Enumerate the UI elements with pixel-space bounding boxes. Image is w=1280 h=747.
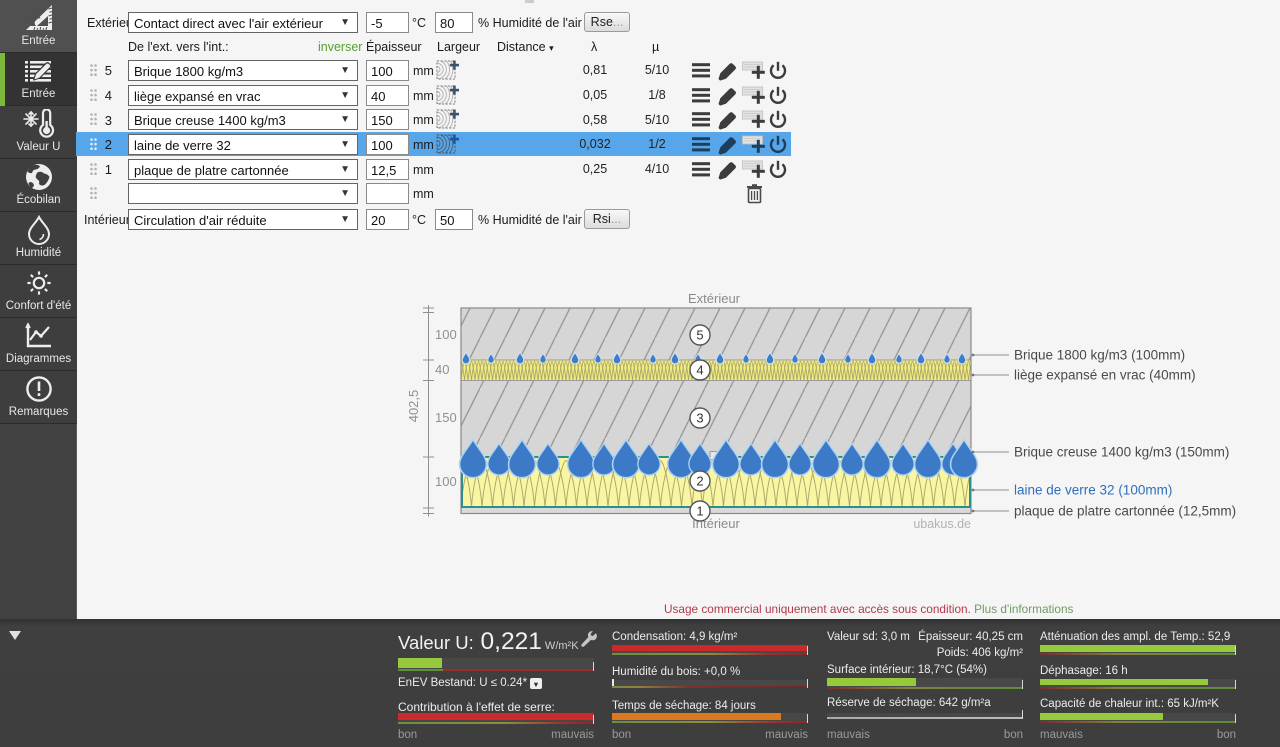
svg-text:150: 150	[435, 410, 457, 425]
svg-text:plaque de platre cartonnée (12: plaque de platre cartonnée (12,5mm)	[1014, 504, 1236, 519]
svg-text:Brique 1800 kg/m3 (100mm): Brique 1800 kg/m3 (100mm)	[1014, 348, 1185, 363]
svg-text:100: 100	[435, 327, 457, 342]
svg-text:Intérieur: Intérieur	[692, 516, 740, 531]
svg-text:100: 100	[435, 474, 457, 489]
svg-text:3: 3	[696, 411, 703, 426]
svg-text:4: 4	[696, 363, 703, 378]
svg-text:402,5: 402,5	[406, 390, 421, 423]
svg-text:liège expansé en vrac (40mm): liège expansé en vrac (40mm)	[1014, 368, 1196, 383]
svg-text:5: 5	[696, 328, 703, 343]
svg-text:ubakus.de: ubakus.de	[913, 517, 971, 531]
svg-text:laine de verre 32 (100mm): laine de verre 32 (100mm)	[1014, 483, 1172, 498]
svg-text:40: 40	[435, 362, 449, 377]
svg-text:1: 1	[696, 504, 703, 519]
svg-text:Extérieur: Extérieur	[688, 291, 741, 306]
svg-text:2: 2	[696, 474, 703, 489]
svg-text:Brique creuse 1400 kg/m3 (150m: Brique creuse 1400 kg/m3 (150mm)	[1014, 445, 1229, 460]
